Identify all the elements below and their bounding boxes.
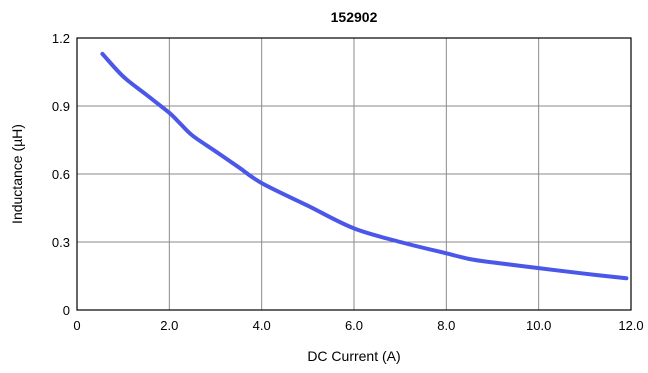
x-axis-label: DC Current (A): [307, 348, 400, 364]
y-axis-label: Inductance (µH): [9, 124, 25, 224]
y-tick-labels: 0 0.3 0.6 0.9 1.2: [52, 31, 70, 318]
y-tick-label: 0: [63, 303, 70, 318]
x-tick-label: 8.0: [437, 318, 455, 333]
x-tick-labels: 0 2.0 4.0 6.0 8.0 10.0 12.0: [73, 318, 643, 333]
x-tick-label: 2.0: [160, 318, 178, 333]
x-tick-label: 12.0: [618, 318, 643, 333]
x-tick-label: 6.0: [345, 318, 363, 333]
x-tick-label: 10.0: [526, 318, 551, 333]
plot-frame: [76, 37, 632, 311]
y-tick-label: 0.6: [52, 167, 70, 182]
x-tick-label: 4.0: [253, 318, 271, 333]
series-line: [100, 51, 629, 281]
y-tick-label: 1.2: [52, 31, 70, 46]
chart-title: 152902: [331, 9, 378, 25]
series-layer: [100, 51, 629, 281]
x-tick-label: 0: [73, 318, 80, 333]
y-tick-label: 0.9: [52, 99, 70, 114]
y-tick-label: 0.3: [52, 235, 70, 250]
